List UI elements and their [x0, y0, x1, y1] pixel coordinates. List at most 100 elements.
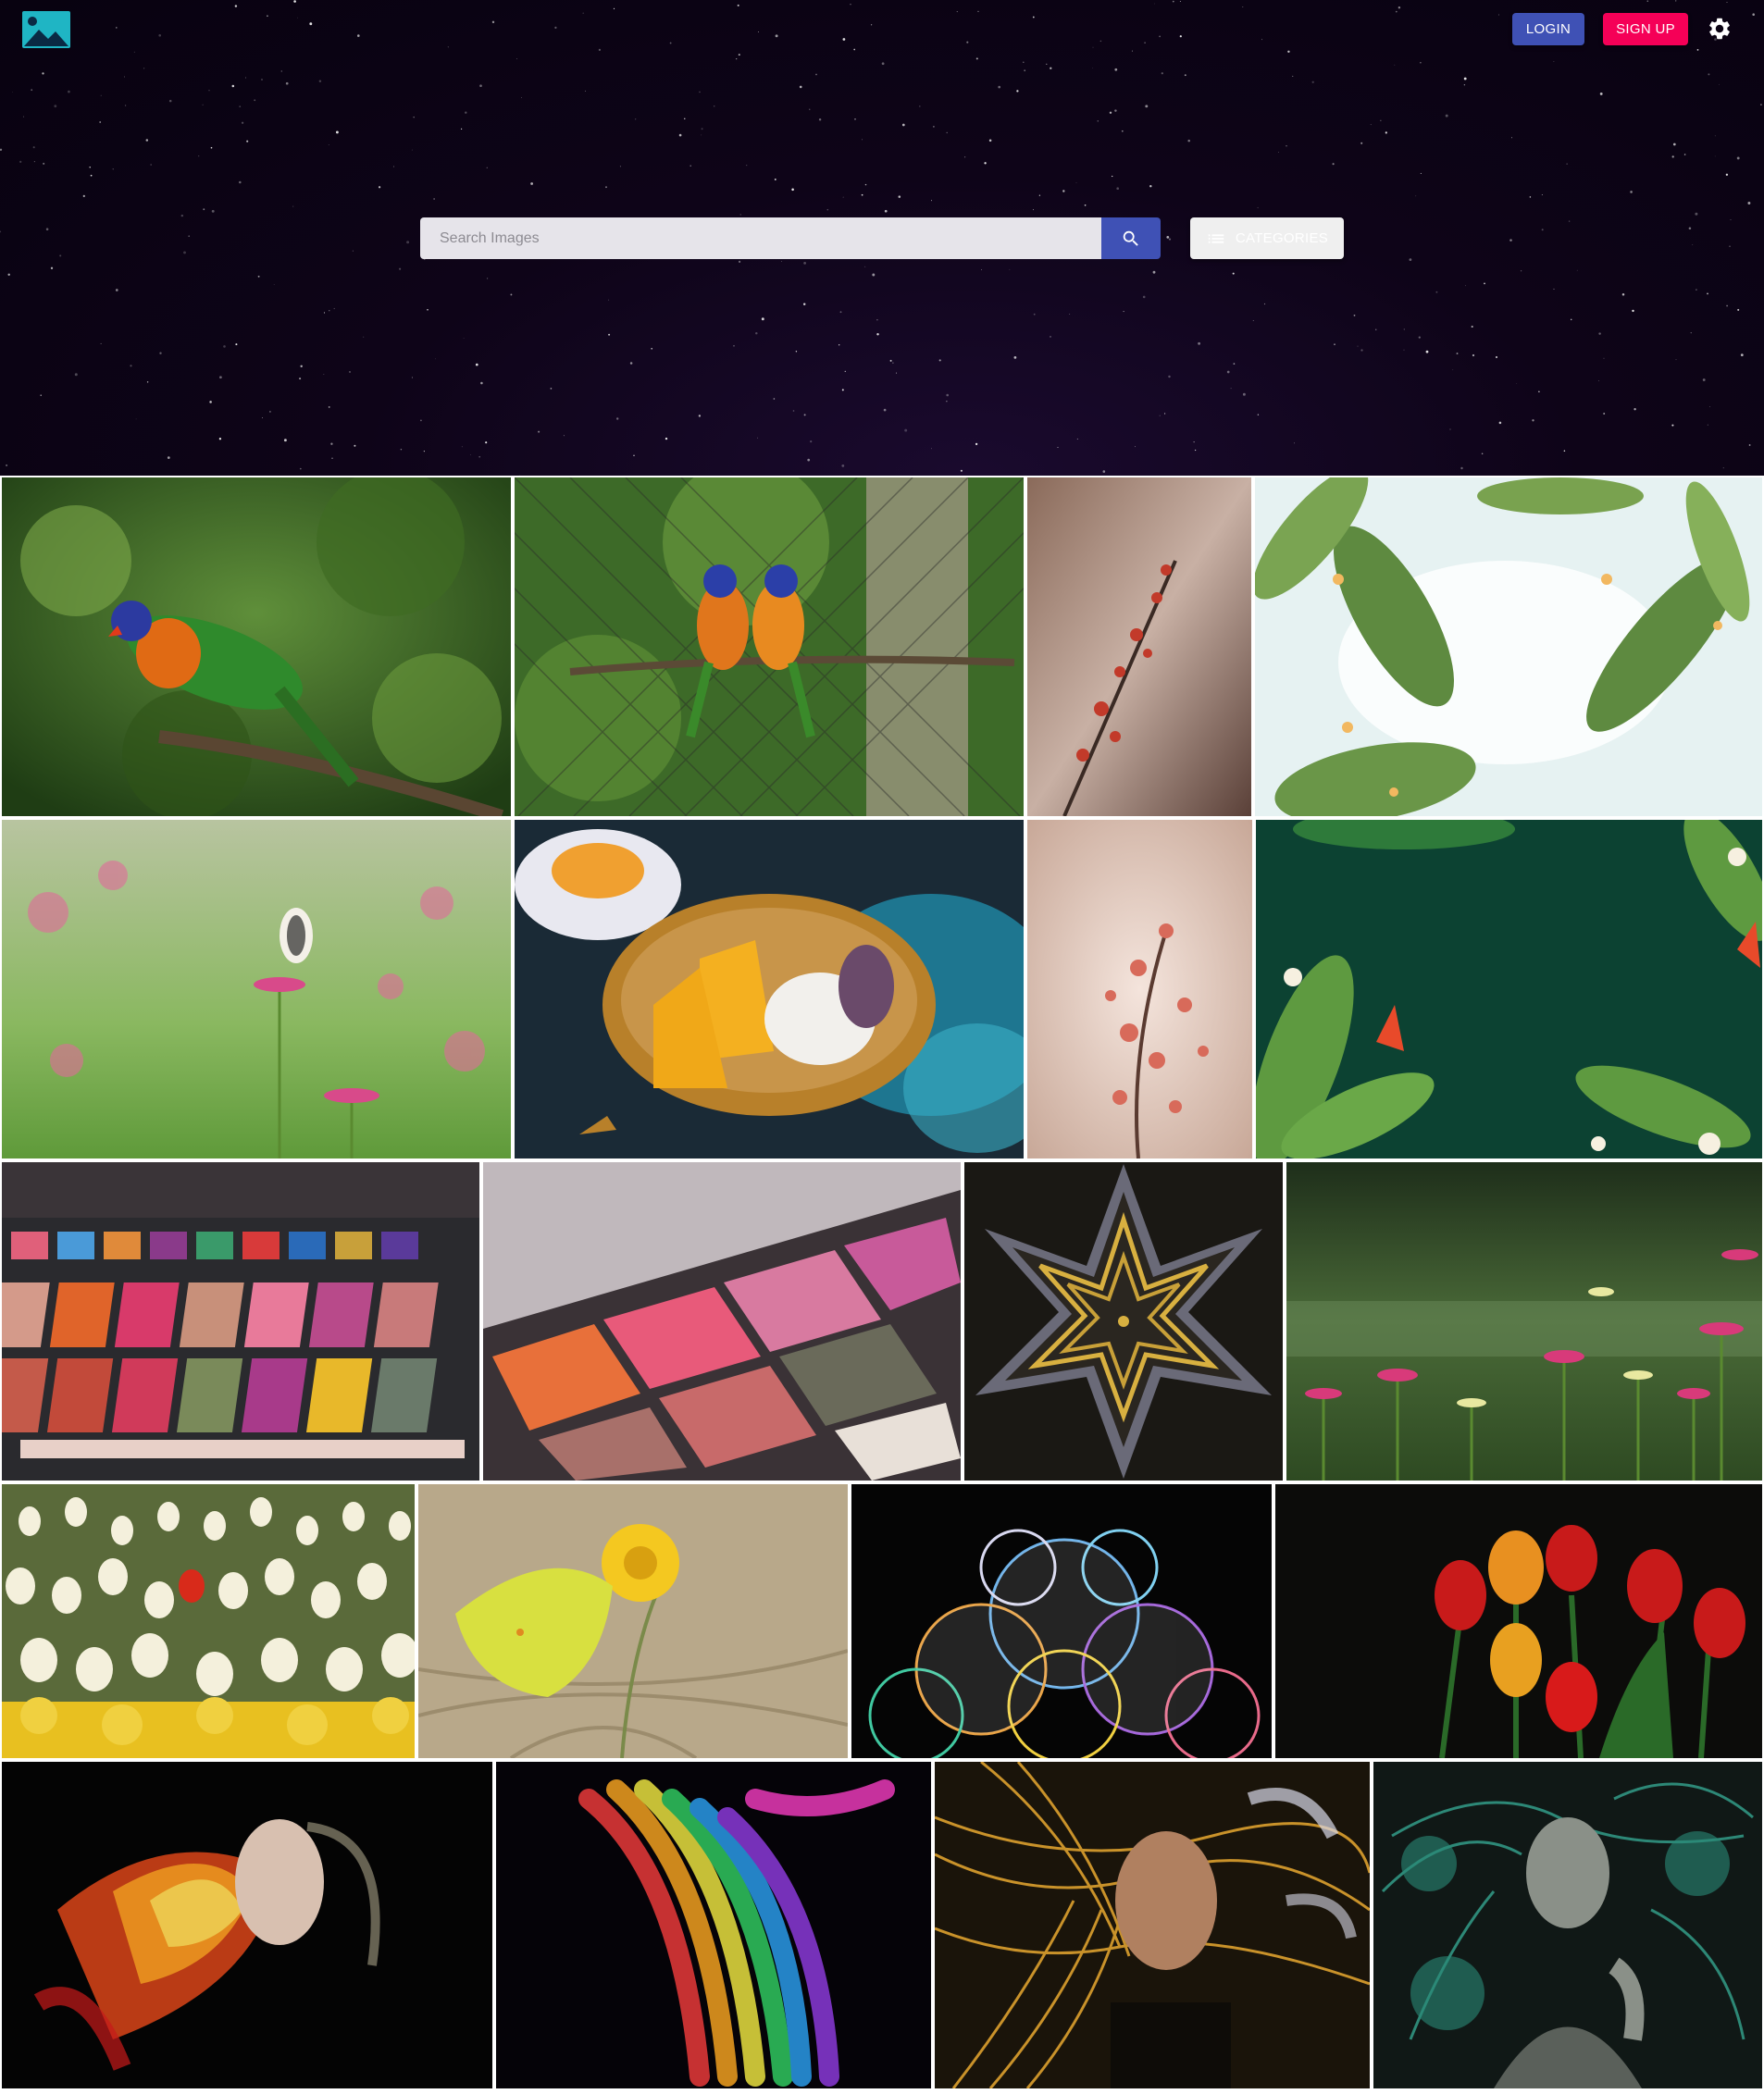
star — [1708, 73, 1710, 76]
star — [1598, 332, 1601, 335]
login-button[interactable]: LOGIN — [1512, 13, 1584, 45]
star — [280, 70, 282, 72]
star — [854, 118, 856, 120]
gallery-image-tropical-frame[interactable] — [1255, 477, 1762, 816]
search-input[interactable] — [420, 217, 1101, 259]
star — [145, 139, 149, 142]
signup-button[interactable]: SIGN UP — [1603, 13, 1688, 45]
star — [1097, 119, 1099, 122]
star — [892, 362, 894, 364]
star — [781, 261, 782, 262]
star — [807, 458, 811, 462]
star — [100, 94, 102, 96]
star — [563, 435, 565, 437]
star — [1033, 313, 1036, 316]
star — [1230, 388, 1232, 390]
gear-icon[interactable] — [1707, 16, 1733, 42]
star — [1145, 105, 1149, 108]
gallery-image-soap-bubbles[interactable] — [851, 1484, 1272, 1758]
star — [876, 319, 878, 321]
gallery-image-lorikeet[interactable] — [2, 477, 511, 816]
star — [211, 209, 215, 213]
gallery-image-eyeshadow-palette[interactable] — [2, 1162, 479, 1481]
star — [218, 438, 222, 440]
gallery-image-woman-fire-light[interactable] — [2, 1762, 492, 2088]
star — [1415, 195, 1417, 197]
gallery-image-butterfly-flower[interactable] — [2, 820, 511, 1159]
star — [984, 162, 987, 165]
star — [433, 198, 435, 200]
star — [210, 146, 213, 149]
star — [739, 214, 742, 216]
star — [1353, 315, 1356, 316]
star — [1172, 0, 1174, 3]
star — [297, 17, 298, 19]
star — [1675, 359, 1677, 361]
star — [475, 363, 478, 366]
gallery-image-woman-teal-particles[interactable] — [1373, 1762, 1762, 2088]
categories-button[interactable]: CATEGORIES — [1190, 217, 1344, 259]
star — [1134, 446, 1136, 448]
star — [861, 193, 863, 196]
star — [956, 11, 958, 13]
star — [331, 457, 333, 459]
star — [1719, 83, 1721, 85]
star — [115, 289, 118, 291]
star — [510, 293, 513, 296]
star — [1179, 0, 1181, 3]
star — [1395, 10, 1398, 13]
star — [1709, 406, 1710, 407]
star — [1695, 212, 1698, 216]
star — [486, 167, 488, 168]
gallery-image-red-yellow-tulips[interactable] — [1275, 1484, 1762, 1758]
gallery-image-tropical-dark[interactable] — [1256, 820, 1762, 1159]
star — [889, 359, 892, 362]
star — [485, 441, 488, 444]
gallery-image-lorikeet-pair[interactable] — [515, 477, 1024, 816]
star — [872, 273, 876, 277]
star — [1184, 74, 1186, 77]
star — [257, 275, 260, 278]
star — [283, 439, 287, 442]
star — [90, 174, 93, 177]
star — [1737, 308, 1740, 311]
star — [1747, 202, 1751, 204]
gallery-image-zinnia-field[interactable] — [1286, 1162, 1762, 1481]
star — [1257, 206, 1259, 209]
star — [1380, 119, 1382, 121]
star — [1692, 244, 1694, 245]
gallery-image-tulip-field[interactable] — [2, 1484, 415, 1758]
star — [598, 48, 602, 52]
star — [1168, 375, 1171, 378]
star — [12, 92, 14, 93]
gallery-image-yellow-butterfly[interactable] — [418, 1484, 848, 1758]
star — [842, 38, 846, 41]
landscape-image-icon[interactable] — [22, 11, 70, 48]
gallery-image-red-blossom[interactable] — [1027, 477, 1251, 816]
star — [1445, 114, 1448, 118]
star — [904, 428, 908, 432]
star — [773, 398, 776, 400]
star — [1714, 38, 1717, 41]
star — [960, 469, 963, 472]
star — [352, 250, 354, 252]
star — [1168, 238, 1172, 241]
star — [841, 465, 845, 467]
gallery-image-rainbow-light[interactable] — [496, 1762, 931, 2088]
star — [975, 57, 978, 60]
star — [328, 405, 330, 408]
star — [946, 393, 950, 397]
gallery-image-woman-golden-light[interactable] — [935, 1762, 1370, 2088]
star — [799, 85, 802, 89]
gallery-image-mango-sticky-rice[interactable] — [515, 820, 1024, 1159]
search-button[interactable] — [1101, 217, 1161, 259]
gallery-image-pink-blossom[interactable] — [1027, 820, 1252, 1159]
star — [633, 454, 635, 456]
star — [245, 77, 247, 79]
star — [1252, 320, 1254, 321]
gallery-image-fractal-star[interactable] — [964, 1162, 1283, 1481]
star — [254, 99, 256, 102]
gallery-image-eyeshadow-closeup[interactable] — [483, 1162, 961, 1481]
star — [1278, 152, 1279, 153]
star — [1152, 270, 1156, 274]
